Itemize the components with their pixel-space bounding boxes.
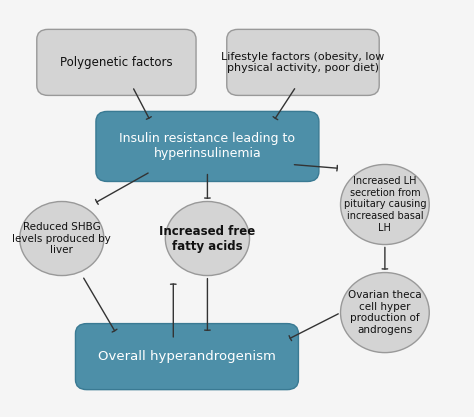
Ellipse shape: [20, 201, 104, 276]
Text: Ovarian theca
cell hyper
production of
androgens: Ovarian theca cell hyper production of a…: [348, 290, 422, 335]
FancyBboxPatch shape: [75, 324, 299, 389]
Text: Polygenetic factors: Polygenetic factors: [60, 56, 173, 69]
Text: Lifestyle factors (obesity, low
physical activity, poor diet): Lifestyle factors (obesity, low physical…: [221, 52, 385, 73]
FancyBboxPatch shape: [37, 29, 196, 95]
FancyBboxPatch shape: [96, 111, 319, 181]
FancyBboxPatch shape: [227, 29, 379, 95]
Text: Increased free
fatty acids: Increased free fatty acids: [159, 224, 255, 253]
Text: Increased LH
secretion from
pituitary causing
increased basal
LH: Increased LH secretion from pituitary ca…: [344, 176, 426, 233]
Text: Overall hyperandrogenism: Overall hyperandrogenism: [98, 350, 276, 363]
Ellipse shape: [340, 164, 429, 244]
Text: Reduced SHBG
levels produced by
liver: Reduced SHBG levels produced by liver: [12, 222, 111, 255]
Ellipse shape: [165, 201, 249, 276]
Text: Insulin resistance leading to
hyperinsulinemia: Insulin resistance leading to hyperinsul…: [119, 133, 295, 161]
Ellipse shape: [340, 273, 429, 353]
